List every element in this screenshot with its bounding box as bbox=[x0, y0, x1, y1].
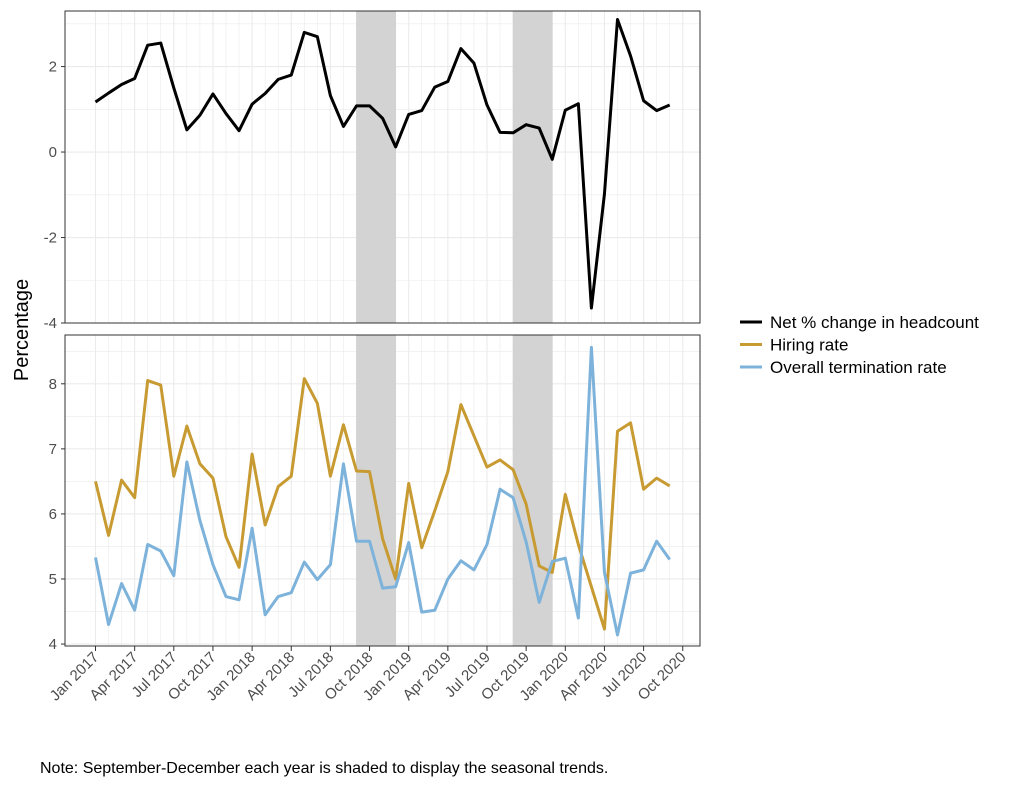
footnote: Note: September-December each year is sh… bbox=[40, 760, 609, 777]
panel-2: 4 5 6 7 8 bbox=[49, 334, 701, 653]
y-tick-label: 6 bbox=[49, 506, 57, 523]
y-tick-label: 0 bbox=[49, 144, 57, 161]
y-tick-label: -2 bbox=[44, 230, 57, 247]
panel-1: -4 -2 0 2 bbox=[44, 10, 701, 332]
panel-border bbox=[64, 10, 701, 324]
y-axis-label: Percentage bbox=[11, 279, 33, 381]
panel-border bbox=[64, 334, 701, 647]
y-tick-label: 2 bbox=[49, 59, 57, 76]
series-line-net-change-in-headcount bbox=[94, 18, 671, 310]
legend-label: Net % change in headcount bbox=[770, 313, 979, 332]
series-line-hiring-rate bbox=[94, 377, 671, 631]
y-tick-label: 8 bbox=[49, 376, 57, 393]
legend-label: Hiring rate bbox=[770, 336, 848, 355]
seasonal-shade bbox=[512, 11, 553, 323]
legend: Net % change in headcount Hiring rate Over… bbox=[740, 313, 979, 377]
chart-panels: -4 -2 0 2 4 5 6 7 8 bbox=[44, 10, 701, 653]
y-tick-label: 7 bbox=[49, 441, 57, 458]
seasonal-shade bbox=[356, 11, 397, 323]
y-tick-label: -4 bbox=[44, 315, 57, 332]
seasonal-shade bbox=[356, 335, 397, 646]
y-tick-label: 5 bbox=[49, 571, 57, 588]
y-tick-label: 4 bbox=[49, 636, 57, 653]
seasonal-shade bbox=[512, 335, 553, 646]
legend-label: Overall termination rate bbox=[770, 358, 947, 377]
series-line-overall-termination-rate bbox=[94, 345, 671, 637]
